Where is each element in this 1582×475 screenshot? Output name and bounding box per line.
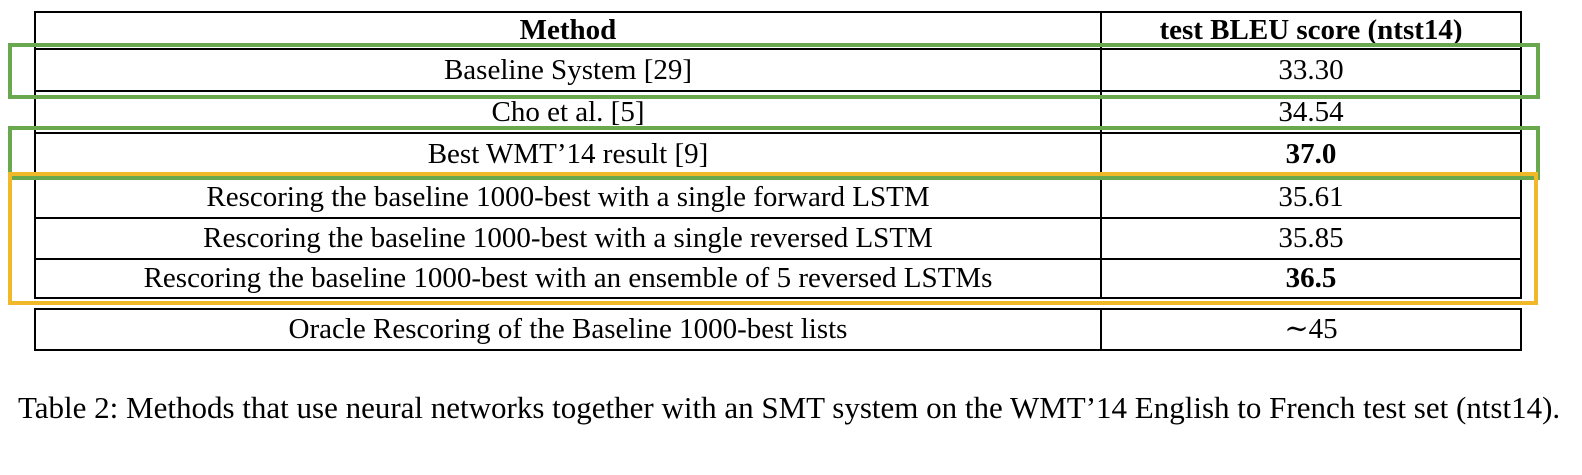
score-cell: 34.54: [1278, 95, 1344, 128]
table-right-rule-top: [1520, 11, 1522, 299]
table-caption: Table 2: Methods that use neural network…: [18, 390, 1561, 425]
score-cell-best: 37.0: [1285, 138, 1337, 170]
score-cell: 33.30: [1278, 53, 1344, 86]
method-cell: Oracle Rescoring of the Baseline 1000-be…: [288, 313, 848, 345]
table-rule: [34, 90, 1522, 92]
method-cell: Rescoring the baseline 1000-best with a …: [203, 222, 933, 254]
score-cell-best: 36.5: [1285, 262, 1337, 294]
method-cell: Baseline System [29]: [443, 53, 693, 86]
table-top-rule: [34, 11, 1522, 13]
table-column-divider-top: [1100, 11, 1102, 299]
method-cell: Rescoring the baseline 1000-best with a …: [206, 180, 930, 213]
method-cell: Cho et al. [5]: [491, 95, 645, 128]
table-rule: [34, 132, 1522, 134]
method-cell: Rescoring the baseline 1000-best with an…: [143, 262, 993, 294]
highlight-box-orange: [8, 172, 1538, 305]
table-column-divider-bottom: [1100, 308, 1102, 351]
table-rule: [34, 258, 1522, 260]
table-left-rule-bottom: [34, 308, 36, 351]
table-left-rule-top: [34, 11, 36, 299]
score-cell: 35.85: [1278, 222, 1344, 254]
highlight-box-green: [8, 126, 1540, 180]
highlight-box-green: [8, 43, 1540, 99]
table-rule: [34, 48, 1522, 50]
column-header-bleu: test BLEU score (ntst14): [1159, 14, 1463, 46]
table-rule: [34, 308, 1522, 310]
table-rule: [34, 297, 1522, 299]
score-cell: 35.61: [1278, 180, 1344, 213]
method-cell: Best WMT’14 result [9]: [427, 138, 709, 170]
score-cell: ∼45: [1284, 313, 1338, 345]
table-bottom-rule: [34, 349, 1522, 351]
table-rule: [34, 217, 1522, 219]
column-header-method: Method: [519, 14, 617, 46]
table-right-rule-bottom: [1520, 308, 1522, 351]
